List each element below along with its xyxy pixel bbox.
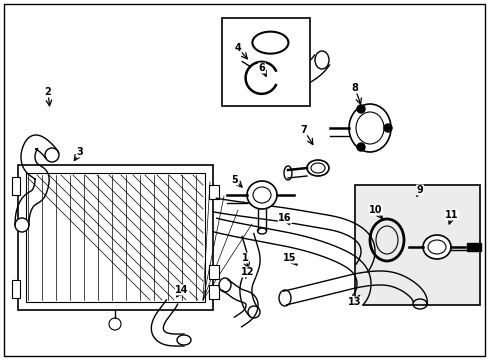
Ellipse shape (314, 51, 328, 69)
Ellipse shape (348, 104, 390, 152)
Bar (26, 173, 204, 302)
Text: 1: 1 (241, 253, 248, 263)
Text: 2: 2 (44, 87, 51, 97)
Circle shape (383, 124, 391, 132)
Bar (208, 265, 219, 279)
Bar (18, 165, 213, 310)
Text: 16: 16 (278, 213, 291, 223)
Ellipse shape (355, 112, 383, 144)
Text: 6: 6 (258, 63, 265, 73)
Text: 9: 9 (416, 185, 423, 195)
Ellipse shape (240, 86, 257, 98)
Text: 11: 11 (445, 210, 458, 220)
Ellipse shape (252, 187, 270, 203)
Ellipse shape (422, 235, 450, 259)
Ellipse shape (306, 160, 328, 176)
Text: 4: 4 (234, 43, 241, 53)
Circle shape (356, 143, 364, 151)
Text: 7: 7 (300, 125, 307, 135)
Ellipse shape (427, 240, 445, 254)
Text: 12: 12 (241, 267, 254, 277)
Bar (354, 185, 479, 305)
Text: 13: 13 (347, 297, 361, 307)
Text: 10: 10 (368, 205, 382, 215)
Bar (222, 18, 309, 106)
Circle shape (356, 105, 364, 113)
Ellipse shape (310, 163, 325, 173)
Circle shape (45, 148, 59, 162)
Bar (208, 285, 219, 299)
Text: 5: 5 (231, 175, 238, 185)
Text: 3: 3 (77, 147, 83, 157)
Bar (12, 177, 20, 195)
Text: 15: 15 (283, 253, 296, 263)
Bar (466, 243, 480, 251)
Text: 14: 14 (175, 285, 188, 295)
Ellipse shape (246, 181, 276, 209)
Bar (208, 185, 219, 199)
Text: 8: 8 (351, 83, 358, 93)
Circle shape (15, 218, 29, 232)
Bar (12, 280, 20, 298)
